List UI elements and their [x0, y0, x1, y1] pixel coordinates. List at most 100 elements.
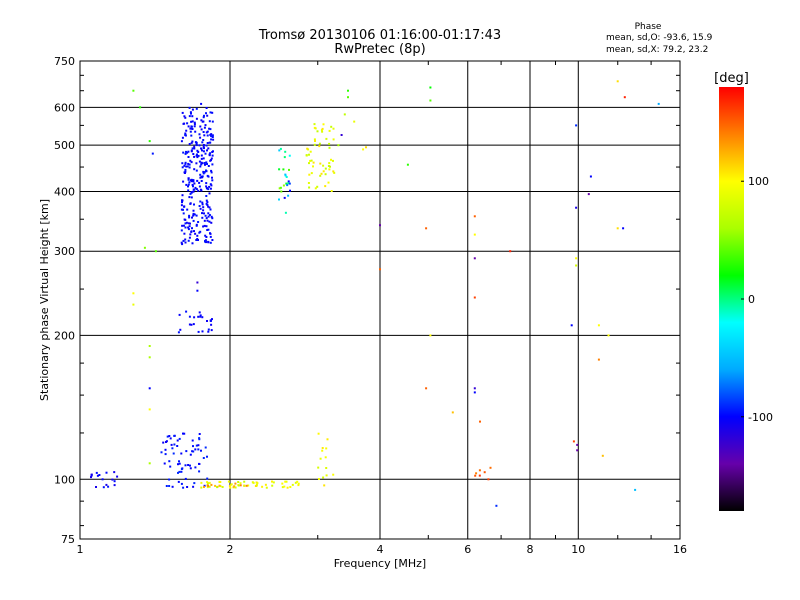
data-point	[208, 154, 211, 157]
data-point	[180, 470, 183, 473]
data-point	[187, 189, 190, 192]
data-point	[191, 183, 194, 186]
data-point	[243, 484, 246, 487]
data-point	[324, 185, 327, 188]
x-tick-label: 8	[527, 543, 534, 556]
data-point	[195, 444, 198, 447]
data-point	[197, 151, 200, 153]
data-point	[195, 214, 198, 217]
data-point	[178, 470, 181, 473]
data-point	[202, 457, 205, 459]
data-point	[287, 180, 290, 183]
data-point	[171, 485, 174, 488]
data-point	[332, 170, 335, 173]
data-point	[201, 162, 204, 165]
data-point	[206, 201, 209, 204]
data-point	[322, 170, 325, 173]
data-point	[177, 480, 180, 483]
data-point	[247, 484, 250, 487]
data-point	[478, 469, 481, 472]
data-point	[190, 134, 193, 137]
data-point	[196, 153, 198, 156]
data-point	[210, 171, 213, 174]
data-point	[206, 114, 209, 117]
data-point	[192, 185, 194, 188]
data-point	[308, 173, 311, 176]
data-point	[340, 134, 343, 136]
data-point	[205, 236, 208, 238]
data-point	[284, 150, 287, 153]
data-point	[281, 482, 284, 485]
y-tick-label: 300	[54, 245, 75, 258]
data-point	[186, 208, 189, 211]
data-point	[199, 200, 202, 203]
data-point	[208, 220, 211, 223]
data-point	[284, 480, 287, 483]
data-point	[474, 474, 477, 477]
data-point	[177, 331, 180, 334]
data-point	[95, 471, 98, 474]
data-point	[148, 462, 151, 465]
data-point	[285, 480, 288, 483]
data-point	[184, 238, 187, 241]
data-point	[186, 486, 189, 488]
data-point	[310, 159, 313, 162]
data-point	[201, 212, 203, 215]
data-point	[319, 174, 322, 177]
data-point	[305, 154, 308, 157]
data-point	[192, 214, 195, 217]
data-point	[278, 149, 281, 152]
data-point	[211, 239, 214, 241]
data-point	[183, 122, 186, 125]
data-point	[209, 232, 212, 235]
data-point	[193, 482, 196, 485]
data-point	[189, 192, 192, 195]
data-point	[329, 165, 331, 168]
data-point	[324, 167, 327, 170]
data-point	[204, 234, 207, 237]
data-point	[197, 444, 200, 447]
data-point	[183, 432, 186, 435]
data-point	[182, 239, 185, 242]
data-point	[211, 318, 213, 321]
data-point	[193, 168, 196, 171]
data-point	[96, 474, 99, 477]
data-point	[284, 173, 287, 176]
data-point	[195, 162, 198, 165]
data-point	[192, 212, 195, 215]
data-point	[282, 168, 285, 171]
data-point	[199, 136, 202, 139]
data-point	[154, 250, 157, 253]
data-point	[186, 165, 189, 168]
x-tick-label: 10	[571, 543, 585, 556]
data-point	[194, 186, 197, 189]
data-point	[205, 107, 208, 109]
data-point	[197, 189, 200, 192]
data-point	[308, 153, 310, 156]
data-point	[204, 152, 207, 155]
data-point	[191, 227, 193, 230]
data-point	[185, 450, 188, 453]
data-point	[206, 486, 209, 489]
data-point	[221, 486, 224, 488]
data-point	[287, 182, 290, 185]
data-point	[205, 182, 208, 185]
data-point	[322, 476, 325, 479]
data-point	[148, 408, 151, 411]
data-point	[333, 171, 336, 174]
data-point	[343, 113, 346, 116]
data-point	[205, 169, 207, 172]
data-point	[190, 196, 193, 199]
colorbar-tick-label: -100	[748, 411, 773, 424]
data-point	[214, 484, 217, 487]
y-tick-label: 100	[54, 473, 75, 486]
data-point	[195, 169, 198, 172]
data-point	[192, 209, 195, 212]
data-point	[168, 460, 171, 463]
data-point	[211, 120, 214, 123]
data-point	[196, 281, 199, 284]
data-point	[201, 216, 204, 219]
data-point	[278, 168, 281, 171]
data-point	[489, 466, 492, 469]
data-point	[286, 184, 289, 187]
